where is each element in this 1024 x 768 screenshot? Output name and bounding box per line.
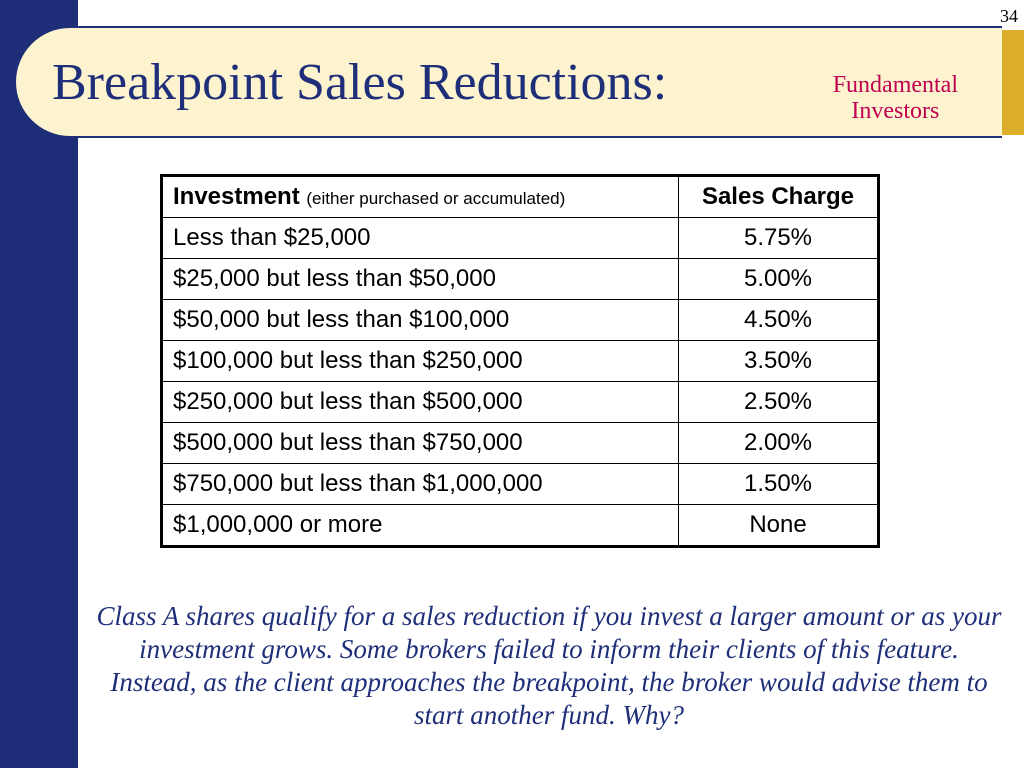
cell-charge: 2.00% xyxy=(679,423,879,464)
table-row: $500,000 but less than $750,0002.00% xyxy=(162,423,879,464)
cell-charge: 5.00% xyxy=(679,259,879,300)
breakpoint-table-container: Investment (either purchased or accumula… xyxy=(160,174,880,548)
slide-title: Breakpoint Sales Reductions: xyxy=(52,53,667,112)
gold-tab-accent xyxy=(1002,30,1024,135)
table-row: $25,000 but less than $50,0005.00% xyxy=(162,259,879,300)
cell-investment: $250,000 but less than $500,000 xyxy=(162,382,679,423)
slide-subtitle: Fundamental Investors xyxy=(833,72,958,125)
breakpoint-table: Investment (either purchased or accumula… xyxy=(160,174,880,548)
table-header-row: Investment (either purchased or accumula… xyxy=(162,176,879,218)
table-row: $750,000 but less than $1,000,0001.50% xyxy=(162,464,879,505)
header-sales-charge: Sales Charge xyxy=(679,176,879,218)
header-invest-main: Investment xyxy=(173,183,306,210)
page-number: 34 xyxy=(1000,6,1018,27)
subtitle-line2: Investors xyxy=(851,98,939,124)
header-invest-sub: (either purchased or accumulated) xyxy=(306,189,565,208)
table-row: Less than $25,0005.75% xyxy=(162,218,879,259)
title-box: Breakpoint Sales Reductions: Fundamental… xyxy=(14,26,1002,138)
cell-investment: $750,000 but less than $1,000,000 xyxy=(162,464,679,505)
cell-charge: 1.50% xyxy=(679,464,879,505)
cell-investment: $50,000 but less than $100,000 xyxy=(162,300,679,341)
cell-charge: 2.50% xyxy=(679,382,879,423)
cell-investment: $500,000 but less than $750,000 xyxy=(162,423,679,464)
cell-investment: $1,000,000 or more xyxy=(162,505,679,547)
table-row: $50,000 but less than $100,0004.50% xyxy=(162,300,879,341)
cell-investment: $25,000 but less than $50,000 xyxy=(162,259,679,300)
body-paragraph: Class A shares qualify for a sales reduc… xyxy=(94,600,1004,732)
cell-charge: None xyxy=(679,505,879,547)
header-investment: Investment (either purchased or accumula… xyxy=(162,176,679,218)
table-row: $1,000,000 or moreNone xyxy=(162,505,879,547)
table-row: $100,000 but less than $250,0003.50% xyxy=(162,341,879,382)
table-row: $250,000 but less than $500,0002.50% xyxy=(162,382,879,423)
cell-investment: Less than $25,000 xyxy=(162,218,679,259)
cell-charge: 5.75% xyxy=(679,218,879,259)
subtitle-line1: Fundamental xyxy=(833,72,958,98)
cell-investment: $100,000 but less than $250,000 xyxy=(162,341,679,382)
cell-charge: 3.50% xyxy=(679,341,879,382)
cell-charge: 4.50% xyxy=(679,300,879,341)
